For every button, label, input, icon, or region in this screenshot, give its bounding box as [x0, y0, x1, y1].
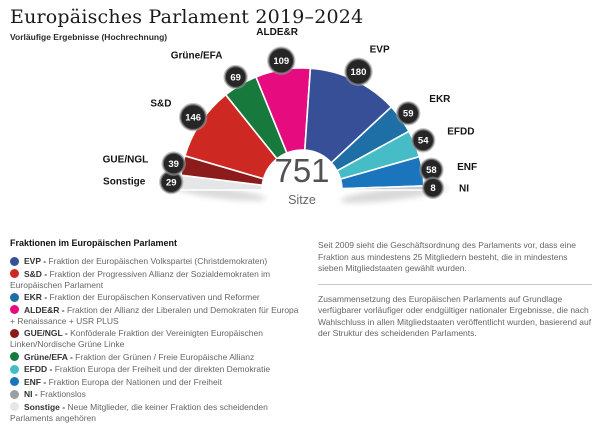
note-paragraph-1: Seit 2009 sieht die Geschäftsordnung des… — [318, 240, 576, 273]
legend-dot-sonstige — [10, 402, 19, 411]
seat-count-badge-gr-ne-efa — [223, 64, 248, 90]
legend-dot-alde-r — [10, 305, 19, 314]
seat-count-s-d: 146 — [185, 113, 201, 124]
legend-dot-enf — [10, 377, 19, 386]
legend-item-gr-ne-efa: Grüne/EFA - Fraktion der Grünen / Freie … — [10, 352, 302, 363]
legend-desc-alde-r: Fraktion der Allianz der Liberalen und D… — [10, 304, 299, 326]
legend-desc-evp: Fraktion der Europäischen Volkspartei (C… — [48, 256, 268, 266]
legend-item-enf: ENF - Fraktion Europa der Nationen und d… — [10, 377, 302, 388]
legend-name-enf: ENF - — [24, 376, 49, 387]
notes-panel: Seit 2009 sieht die Geschäftsordnung des… — [318, 238, 592, 425]
segment-label-evp: EVP — [370, 44, 390, 55]
page-title: Europäisches Parlament 2019–2024 — [10, 6, 364, 28]
segment-label-gr-ne-efa: Grüne/EFA — [171, 51, 223, 62]
legend-dot-ekr — [10, 292, 19, 302]
legend-item-evp: EVP - Fraktion der Europäischen Volkspar… — [10, 256, 302, 267]
notes-divider — [318, 283, 592, 285]
bottom-panels: Fraktionen im Europäischen Parlament EVP… — [10, 238, 592, 425]
legend-name-efdd: EFDD - — [24, 364, 55, 374]
legend-desc-s-d: Fraktion der Progressiven Allianz der So… — [10, 268, 271, 290]
legend-items: EVP - Fraktion der Europäischen Volkspar… — [10, 256, 302, 424]
seat-count-badge-efdd — [411, 128, 436, 153]
seat-count-gue-ngl: 39 — [168, 159, 179, 170]
legend-desc-ekr: Fraktion der Europäischen Konservativen … — [49, 292, 260, 302]
legend-name-gr-ne-efa: Grüne/EFA - — [24, 351, 76, 362]
hemicycle-chart: 29 39 146 69 109 180 59 54 58 8 Sonstige GUE/NGL S&… — [103, 27, 477, 207]
note-paragraph-2: Zusammensetzung des Europäischen Parlame… — [318, 293, 592, 339]
seat-count-ni: 8 — [430, 183, 435, 194]
seat-count-sonstige: 29 — [166, 177, 177, 188]
segment-label-ni: NI — [459, 183, 469, 194]
legend-item-ekr: EKR - Fraktion der Europäischen Konserva… — [10, 292, 302, 303]
legend-desc-gue-ngl: Konföderale Fraktion der Vereinigten Eur… — [10, 328, 263, 349]
legend-item-ni: NI - Fraktionslos — [10, 389, 302, 400]
seat-count-enf: 58 — [426, 165, 437, 176]
legend-dot-evp — [10, 256, 19, 266]
seat-count-gr-ne-efa: 69 — [230, 72, 241, 83]
legend-dot-ni — [10, 389, 19, 399]
total-seats-unit-label: Sitze — [288, 193, 316, 207]
legend-item-gue-ngl: GUE/NGL - Konföderale Fraktion der Verei… — [10, 328, 302, 350]
segment-label-s-d: S&D — [150, 99, 171, 110]
seat-count-badge-evp — [344, 57, 373, 86]
legend-desc-ni: Fraktionslos — [40, 389, 86, 399]
segment-label-efdd: EFDD — [447, 126, 474, 137]
legend-desc-enf: Fraktion Europa der Nationen und der Fre… — [48, 376, 222, 387]
app-window: Europäisches Parlament 2019–2024 Vorläuf… — [10, 6, 592, 423]
segment-label-alde-r: ALDE&R — [256, 27, 298, 38]
seat-count-badge-ekr — [396, 101, 421, 126]
legend-heading: Fraktionen im Europäischen Parlament — [10, 238, 178, 248]
legend-desc-gr-ne-efa: Fraktion der Grünen / Freie Europäische … — [75, 351, 255, 362]
segment-label-sonstige: Sonstige — [103, 176, 146, 187]
legend-name-sonstige: Sonstige - — [24, 401, 68, 412]
legend-name-evp: EVP - — [24, 256, 49, 266]
legend-item-alde-r: ALDE&R - Fraktion der Allianz der Libera… — [10, 305, 302, 327]
legend-item-sonstige: Sonstige - Neue Mitglieder, die keiner F… — [10, 402, 302, 424]
seat-count-badge-alde-r — [267, 46, 296, 75]
legend-dot-s-d — [10, 269, 19, 278]
seat-count-efdd: 54 — [418, 136, 429, 147]
page-header: Europäisches Parlament 2019–2024 Vorläuf… — [10, 6, 363, 42]
seat-count-badge-s-d — [178, 102, 208, 132]
legend-dot-efdd — [10, 364, 19, 374]
seat-count-badge-gue-ngl — [161, 151, 186, 176]
segment-label-enf: ENF — [457, 162, 477, 173]
legend-name-alde-r: ALDE&R - — [24, 304, 67, 315]
seat-count-alde-r: 109 — [273, 56, 289, 67]
total-seats-value: 751 — [274, 152, 329, 189]
legend-name-s-d: S&D - — [24, 268, 50, 279]
seat-count-evp: 180 — [351, 67, 367, 78]
legend-item-s-d: S&D - Fraktion der Progressiven Allianz … — [10, 269, 302, 291]
legend-dot-gr-ne-efa — [10, 352, 19, 361]
legend-desc-efdd: Fraktion Europa der Freiheit und der dir… — [54, 364, 271, 374]
legend-name-gue-ngl: GUE/NGL - — [24, 328, 71, 338]
legend-panel: Fraktionen im Europäischen Parlament EVP… — [10, 238, 302, 425]
legend-name-ni: NI - — [24, 389, 41, 399]
legend-name-ekr: EKR - — [24, 292, 50, 302]
legend-dot-gue-ngl — [10, 328, 19, 338]
page-subtitle: Vorläufige Ergebnisse (Hochrechnung) — [10, 32, 168, 42]
segment-label-ekr: EKR — [429, 94, 451, 105]
legend-item-efdd: EFDD - Fraktion Europa der Freiheit und … — [10, 364, 302, 375]
seat-count-badge-ni — [421, 176, 445, 200]
seat-count-ekr: 59 — [403, 109, 414, 120]
segment-label-gue-ngl: GUE/NGL — [103, 154, 149, 165]
